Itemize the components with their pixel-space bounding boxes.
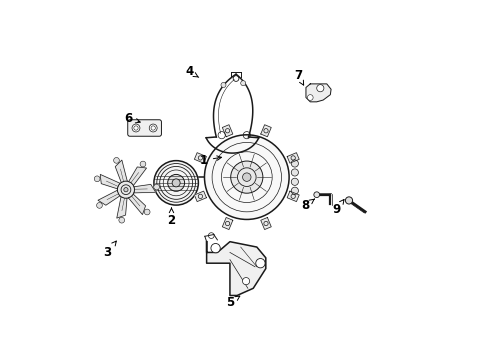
Circle shape (168, 175, 185, 191)
Text: 4: 4 (185, 65, 199, 78)
Text: 3: 3 (103, 241, 116, 259)
Text: 8: 8 (301, 199, 315, 212)
Polygon shape (287, 153, 299, 163)
Polygon shape (261, 217, 271, 230)
Polygon shape (222, 217, 233, 230)
Circle shape (119, 217, 124, 223)
Circle shape (124, 188, 128, 192)
Polygon shape (195, 153, 206, 163)
Circle shape (221, 82, 226, 87)
Circle shape (317, 85, 324, 92)
Polygon shape (195, 191, 206, 202)
Circle shape (118, 181, 134, 198)
Polygon shape (98, 190, 120, 205)
Circle shape (172, 179, 180, 187)
Polygon shape (306, 84, 331, 102)
Circle shape (94, 176, 100, 182)
Circle shape (314, 192, 319, 198)
Circle shape (291, 169, 298, 176)
Circle shape (154, 161, 198, 205)
Polygon shape (207, 242, 266, 296)
Polygon shape (128, 194, 146, 215)
Polygon shape (129, 167, 147, 185)
Circle shape (140, 161, 146, 167)
Circle shape (231, 161, 263, 193)
Polygon shape (100, 175, 120, 189)
Circle shape (345, 197, 353, 204)
Text: 2: 2 (168, 208, 175, 227)
Polygon shape (287, 191, 299, 202)
Polygon shape (117, 197, 127, 218)
Text: 9: 9 (332, 199, 344, 216)
Circle shape (307, 95, 313, 100)
Text: 5: 5 (226, 296, 240, 309)
Circle shape (291, 187, 298, 194)
Circle shape (241, 81, 245, 86)
Polygon shape (222, 125, 233, 137)
Circle shape (291, 178, 298, 185)
Circle shape (144, 209, 150, 215)
Circle shape (132, 124, 140, 132)
Text: 6: 6 (124, 112, 140, 125)
Polygon shape (115, 160, 127, 183)
Polygon shape (261, 125, 271, 137)
Circle shape (97, 203, 102, 208)
Circle shape (291, 160, 298, 167)
Circle shape (114, 158, 120, 163)
Text: 7: 7 (294, 69, 304, 85)
Polygon shape (134, 184, 156, 193)
Text: 1: 1 (200, 154, 221, 167)
Circle shape (149, 124, 157, 132)
Circle shape (243, 278, 250, 285)
FancyBboxPatch shape (128, 120, 161, 136)
Circle shape (243, 173, 251, 181)
Circle shape (211, 243, 220, 253)
Circle shape (256, 258, 265, 268)
Circle shape (204, 135, 289, 220)
Circle shape (154, 184, 159, 190)
